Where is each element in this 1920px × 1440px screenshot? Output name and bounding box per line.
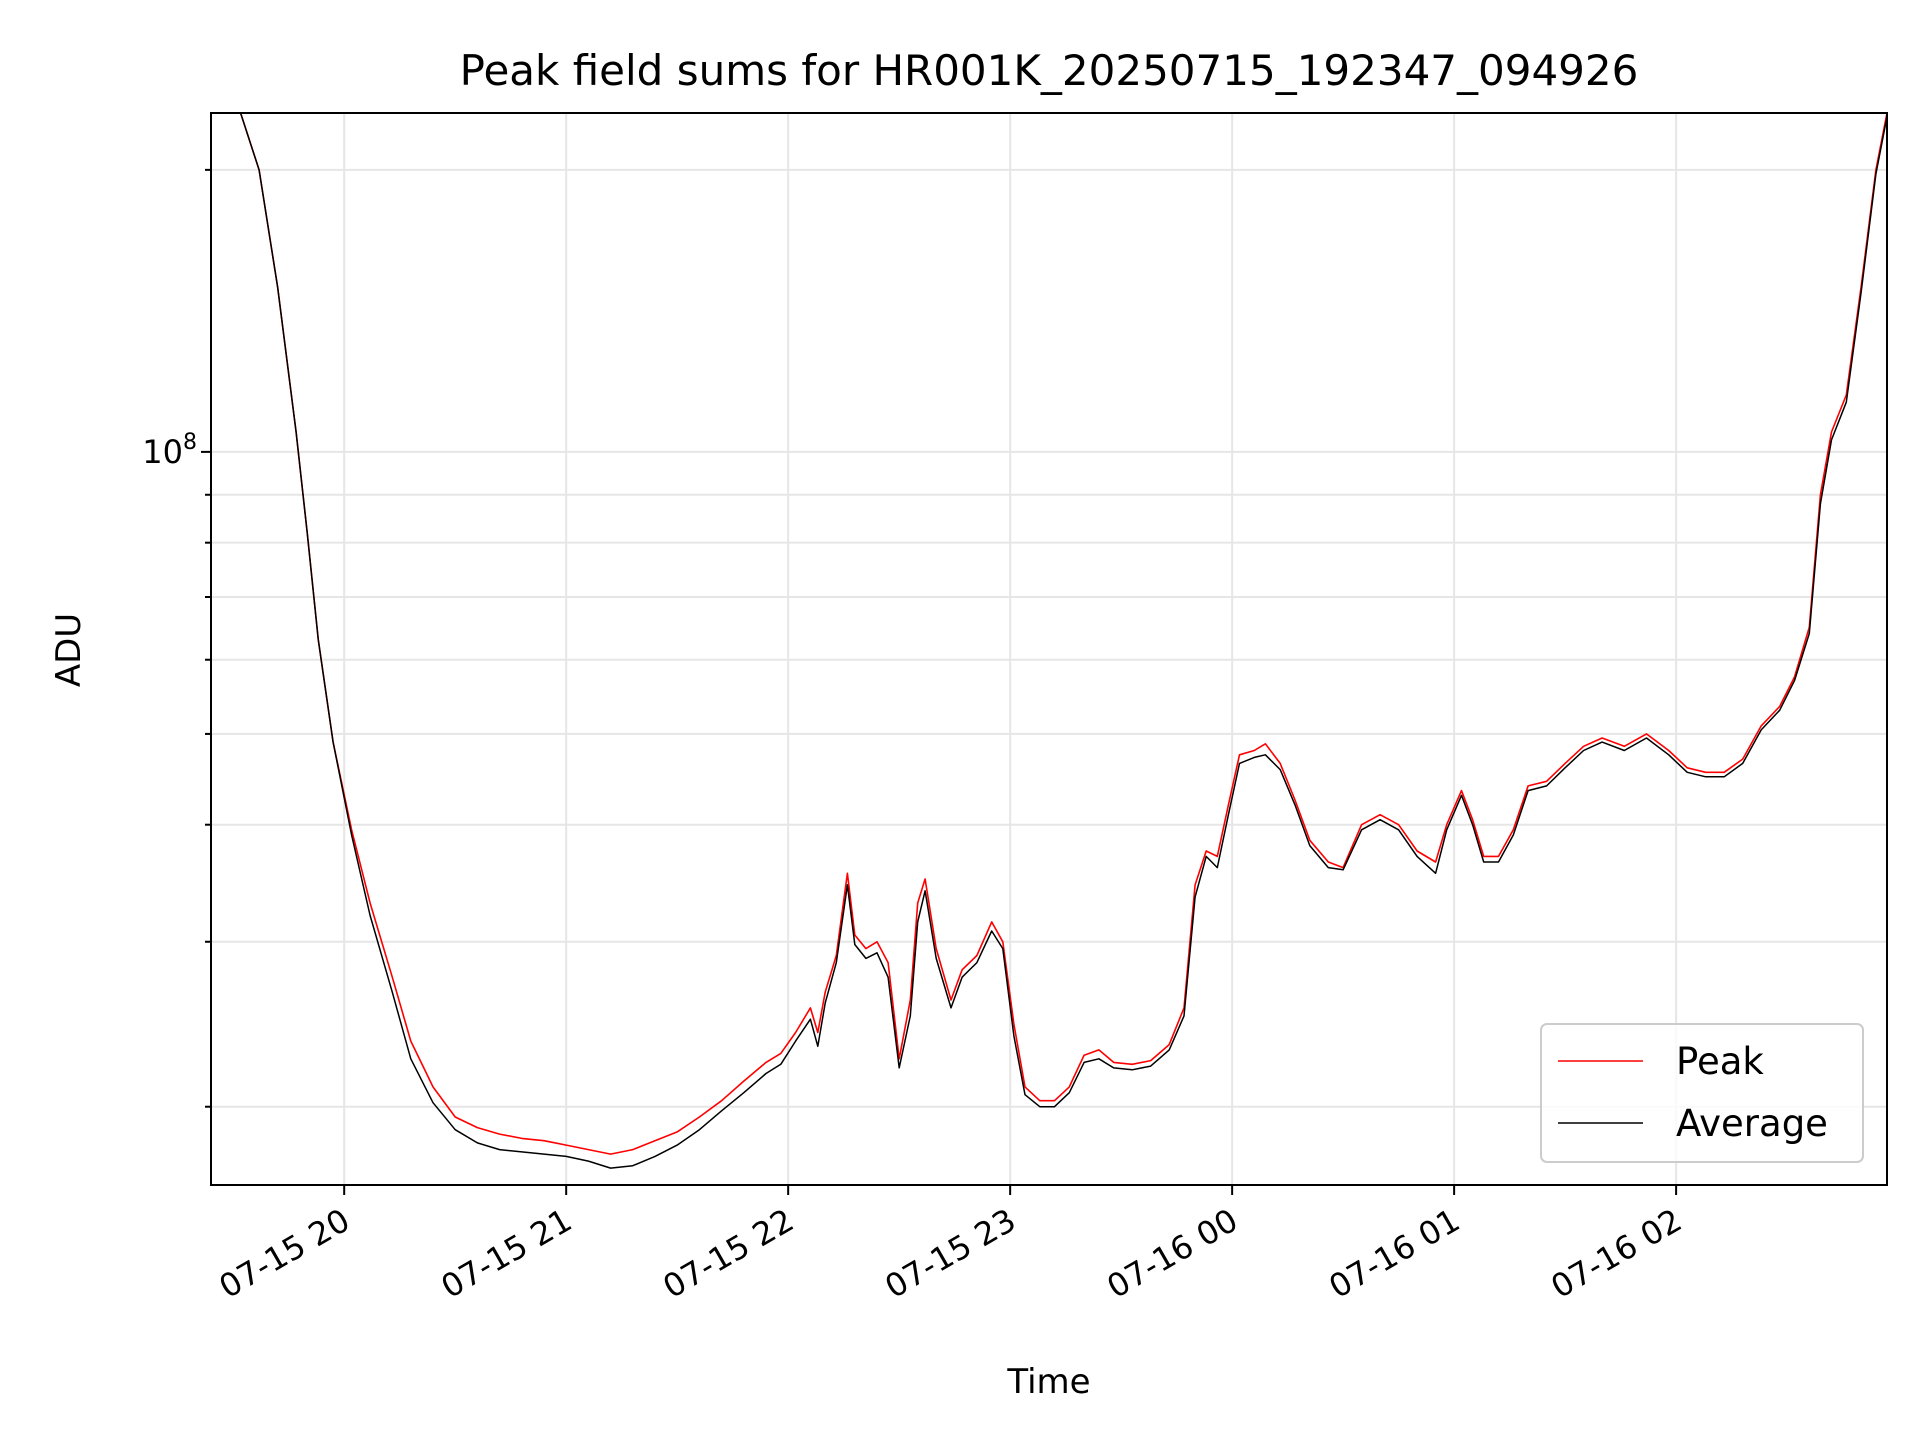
gridlines [211,113,1887,1185]
y-tick-label: 108 [142,430,197,471]
x-axis-label: Time [1006,1362,1090,1402]
chart-title: Peak field sums for HR001K_20250715_1923… [460,46,1639,95]
series-line-average [211,112,1888,1169]
series-layer [211,112,1888,1169]
legend-box [1540,1023,1864,1163]
legend-label-average: Average [1676,1102,1828,1145]
plot-frame [210,112,1888,1186]
legend-label-peak: Peak [1676,1040,1764,1083]
y-axis-label: ADU [49,613,89,687]
legend: Peak Average [1540,1023,1864,1163]
series-line-peak [211,112,1888,1155]
